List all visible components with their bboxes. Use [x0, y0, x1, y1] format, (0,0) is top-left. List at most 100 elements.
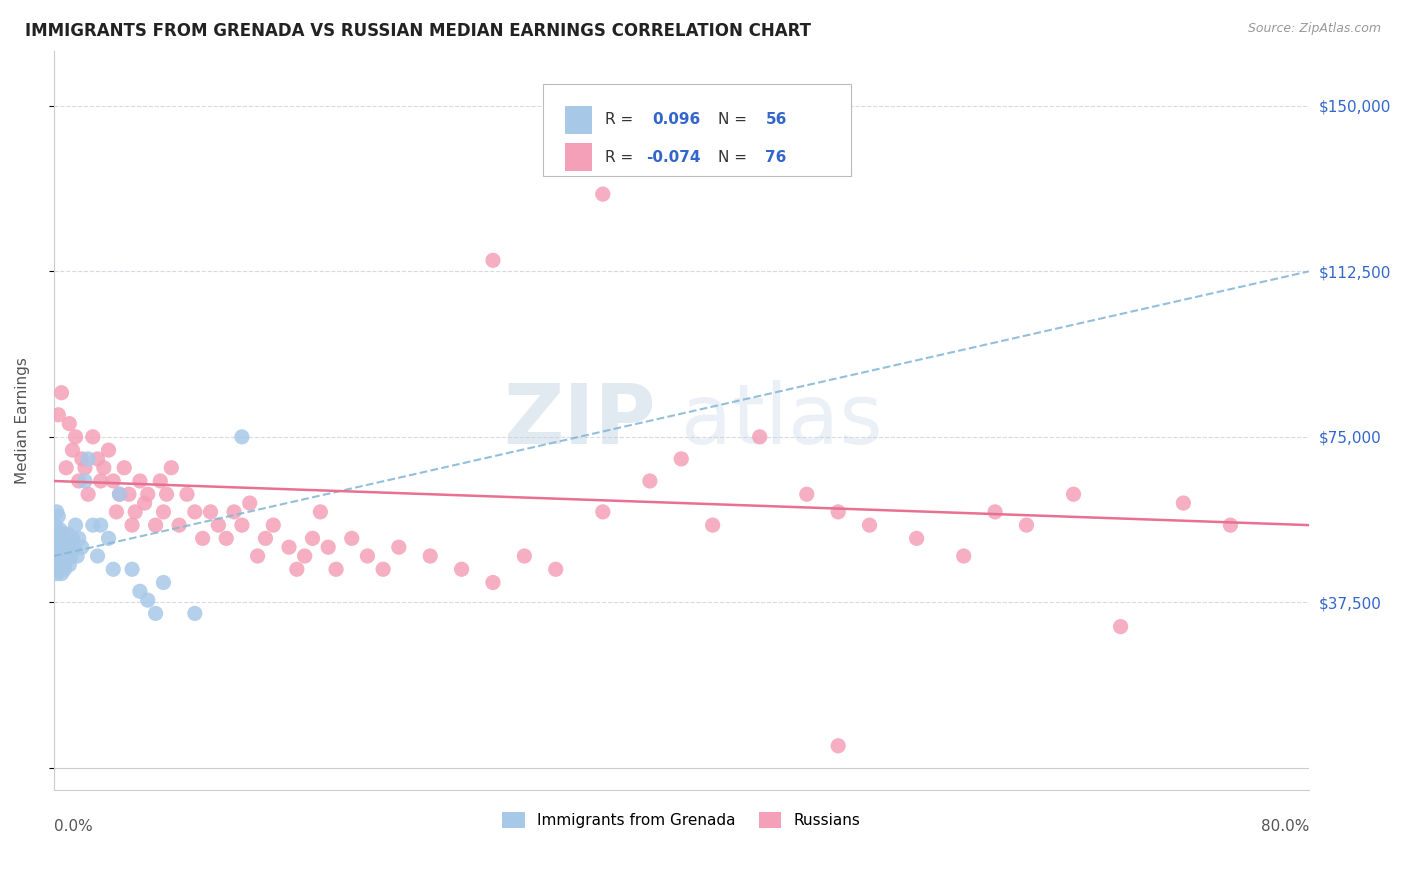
Point	[309, 505, 332, 519]
Text: N =: N =	[717, 112, 752, 128]
Text: atlas: atlas	[682, 380, 883, 461]
Point	[52, 535, 75, 549]
Point	[167, 518, 190, 533]
Point	[105, 505, 128, 519]
Point	[45, 553, 67, 567]
Point	[129, 584, 152, 599]
Text: 56: 56	[765, 112, 787, 128]
Point	[134, 496, 156, 510]
Point	[145, 607, 167, 621]
Point	[46, 509, 69, 524]
Text: Source: ZipAtlas.com: Source: ZipAtlas.com	[1247, 22, 1381, 36]
Text: N =: N =	[717, 150, 752, 165]
Point	[70, 540, 93, 554]
Point	[51, 566, 73, 581]
Point	[482, 253, 505, 268]
Point	[1109, 620, 1132, 634]
Point	[984, 505, 1007, 519]
Point	[121, 562, 143, 576]
Point	[592, 505, 614, 519]
Point	[46, 527, 69, 541]
Point	[191, 532, 214, 546]
Point	[748, 430, 770, 444]
Point	[55, 460, 77, 475]
Point	[73, 460, 96, 475]
Point	[59, 549, 82, 563]
Point	[149, 474, 172, 488]
Point	[254, 532, 277, 546]
Point	[67, 532, 90, 546]
Point	[77, 451, 100, 466]
Point	[544, 562, 567, 576]
Point	[702, 518, 724, 533]
Point	[82, 518, 104, 533]
Point	[136, 593, 159, 607]
Point	[51, 549, 73, 563]
Legend: Immigrants from Grenada, Russians: Immigrants from Grenada, Russians	[496, 805, 866, 834]
Point	[1219, 518, 1241, 533]
Point	[65, 518, 87, 533]
Point	[103, 562, 125, 576]
Text: 0.096: 0.096	[652, 112, 700, 128]
Point	[46, 558, 69, 572]
Point	[152, 575, 174, 590]
Point	[49, 562, 72, 576]
Point	[796, 487, 818, 501]
Point	[108, 487, 131, 501]
Point	[316, 540, 339, 554]
Point	[46, 535, 69, 549]
Point	[51, 532, 73, 546]
Point	[66, 549, 89, 563]
Point	[70, 451, 93, 466]
Point	[246, 549, 269, 563]
Point	[325, 562, 347, 576]
Point	[58, 417, 80, 431]
Point	[671, 451, 693, 466]
Text: -0.074: -0.074	[647, 150, 700, 165]
Point	[222, 505, 245, 519]
Point	[388, 540, 411, 554]
Point	[513, 549, 536, 563]
Point	[62, 532, 84, 546]
Point	[65, 430, 87, 444]
Point	[112, 460, 135, 475]
Point	[129, 474, 152, 488]
Point	[44, 518, 66, 533]
Point	[73, 474, 96, 488]
Point	[184, 505, 207, 519]
Point	[592, 187, 614, 202]
FancyBboxPatch shape	[543, 84, 851, 177]
Point	[124, 505, 146, 519]
Point	[56, 544, 79, 558]
Point	[45, 532, 67, 546]
Point	[45, 505, 67, 519]
Point	[200, 505, 222, 519]
Point	[93, 460, 115, 475]
Text: 76: 76	[765, 150, 787, 165]
Point	[53, 532, 76, 546]
Point	[52, 544, 75, 558]
Point	[51, 385, 73, 400]
Point	[262, 518, 284, 533]
Point	[827, 505, 849, 519]
Point	[278, 540, 301, 554]
Point	[90, 474, 112, 488]
Text: R =: R =	[605, 112, 638, 128]
Text: IMMIGRANTS FROM GRENADA VS RUSSIAN MEDIAN EARNINGS CORRELATION CHART: IMMIGRANTS FROM GRENADA VS RUSSIAN MEDIA…	[25, 22, 811, 40]
Point	[231, 430, 253, 444]
Point	[239, 496, 262, 510]
Point	[62, 443, 84, 458]
Point	[371, 562, 394, 576]
Point	[86, 549, 108, 563]
Point	[103, 474, 125, 488]
Point	[136, 487, 159, 501]
Point	[51, 553, 73, 567]
Point	[45, 566, 67, 581]
Point	[952, 549, 974, 563]
Text: 0.0%: 0.0%	[53, 820, 93, 835]
Point	[121, 518, 143, 533]
Point	[827, 739, 849, 753]
FancyBboxPatch shape	[565, 144, 592, 171]
Point	[145, 518, 167, 533]
Point	[285, 562, 308, 576]
